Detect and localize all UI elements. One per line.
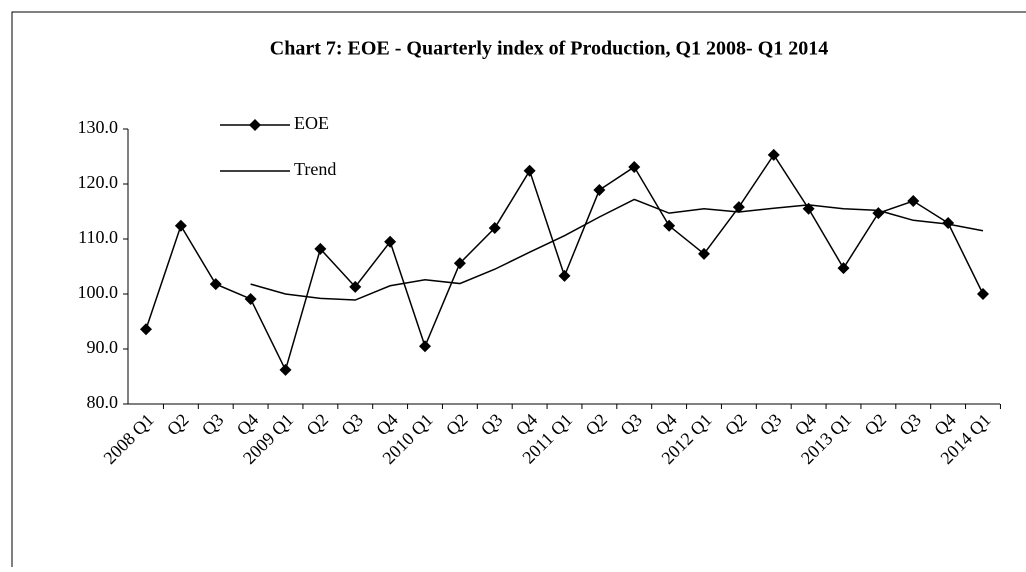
marker (837, 262, 850, 275)
marker (942, 217, 955, 230)
x-tick-label: Q2 (442, 410, 472, 440)
marker (977, 288, 989, 300)
y-tick-label: 130.0 (78, 117, 119, 137)
x-tick-label: Q3 (756, 410, 786, 440)
marker (453, 257, 466, 270)
marker (558, 269, 571, 282)
marker (732, 201, 745, 214)
x-tick-label: Q3 (477, 410, 507, 440)
x-tick-label: Q3 (337, 410, 367, 440)
marker (314, 242, 327, 255)
marker (628, 160, 641, 173)
chart-title: Chart 7: EOE - Quarterly index of Produc… (270, 38, 829, 60)
x-tick-label: Q2 (721, 410, 751, 440)
marker (244, 292, 257, 305)
legend-label: Trend (294, 159, 336, 179)
y-tick-label: 80.0 (87, 392, 119, 412)
x-tick-label: Q3 (616, 410, 646, 440)
marker (349, 280, 362, 293)
x-tick-label: Q2 (581, 410, 611, 440)
marker (384, 235, 397, 248)
marker (523, 164, 536, 177)
marker (279, 363, 292, 376)
marker (663, 219, 676, 232)
y-tick-label: 110.0 (78, 227, 118, 247)
marker (419, 340, 431, 353)
marker (140, 323, 152, 336)
y-tick-label: 100.0 (78, 282, 119, 302)
marker (872, 207, 885, 220)
y-tick-label: 90.0 (87, 337, 119, 357)
legend-label: EOE (294, 113, 329, 133)
x-tick-label: 2008 Q1 (99, 410, 157, 468)
legend-marker (249, 119, 261, 131)
x-tick-label: Q2 (163, 410, 193, 440)
x-tick-label: Q3 (895, 410, 925, 440)
series-line (250, 198, 984, 301)
marker (698, 247, 710, 260)
x-tick-label: Q2 (860, 410, 890, 440)
chart-border (11, 11, 1026, 572)
series-line (145, 153, 984, 372)
marker (174, 219, 187, 232)
marker (488, 222, 501, 234)
y-tick-label: 120.0 (78, 172, 119, 192)
x-tick-label: Q2 (302, 410, 332, 440)
marker (209, 278, 222, 291)
marker (907, 195, 920, 208)
marker (593, 184, 606, 197)
x-tick-label: Q3 (198, 410, 228, 440)
marker (767, 148, 780, 161)
